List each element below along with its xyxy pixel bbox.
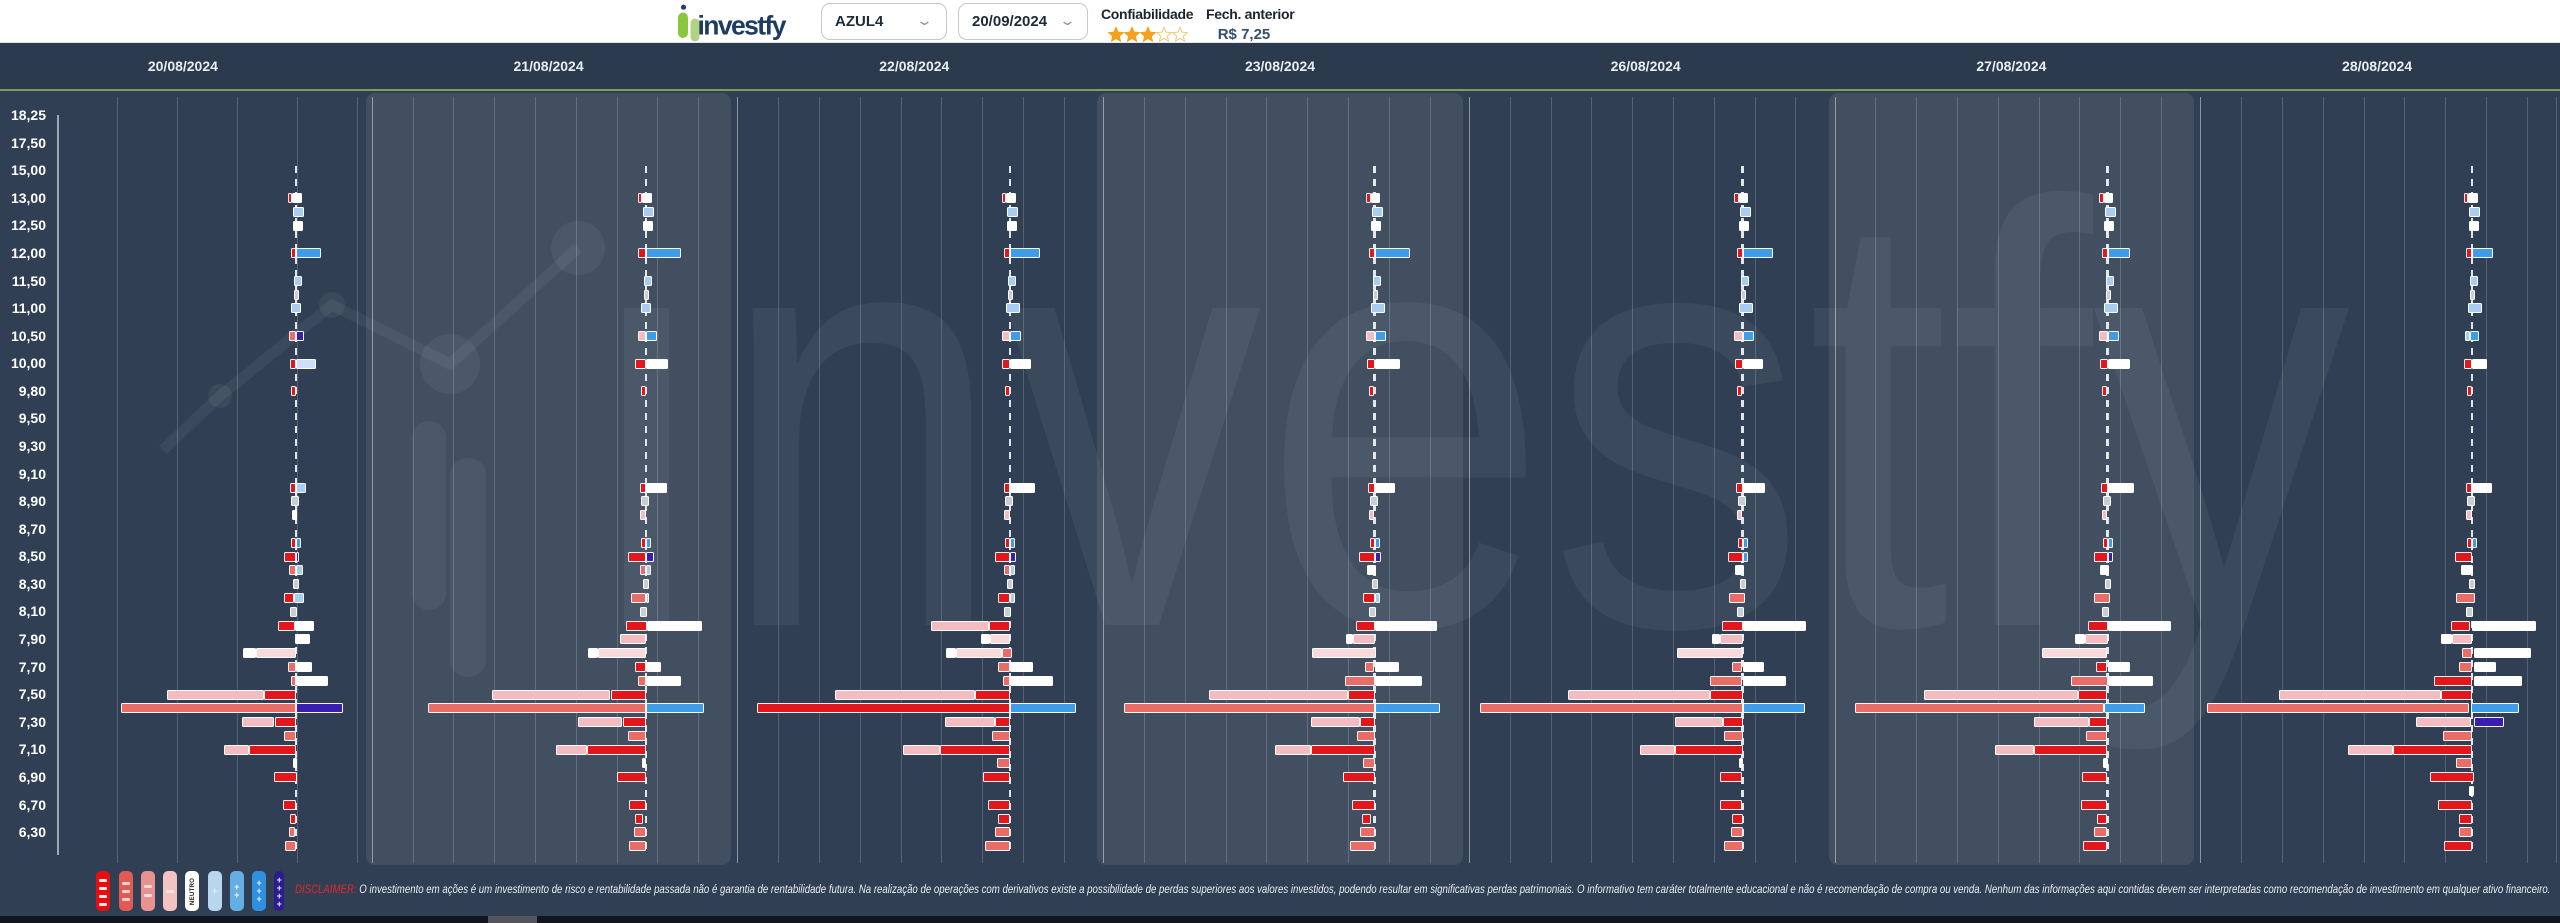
svg-text:investfy: investfy <box>698 11 787 41</box>
svg-text:ınvestfy: ınvestfy <box>575 83 2350 756</box>
